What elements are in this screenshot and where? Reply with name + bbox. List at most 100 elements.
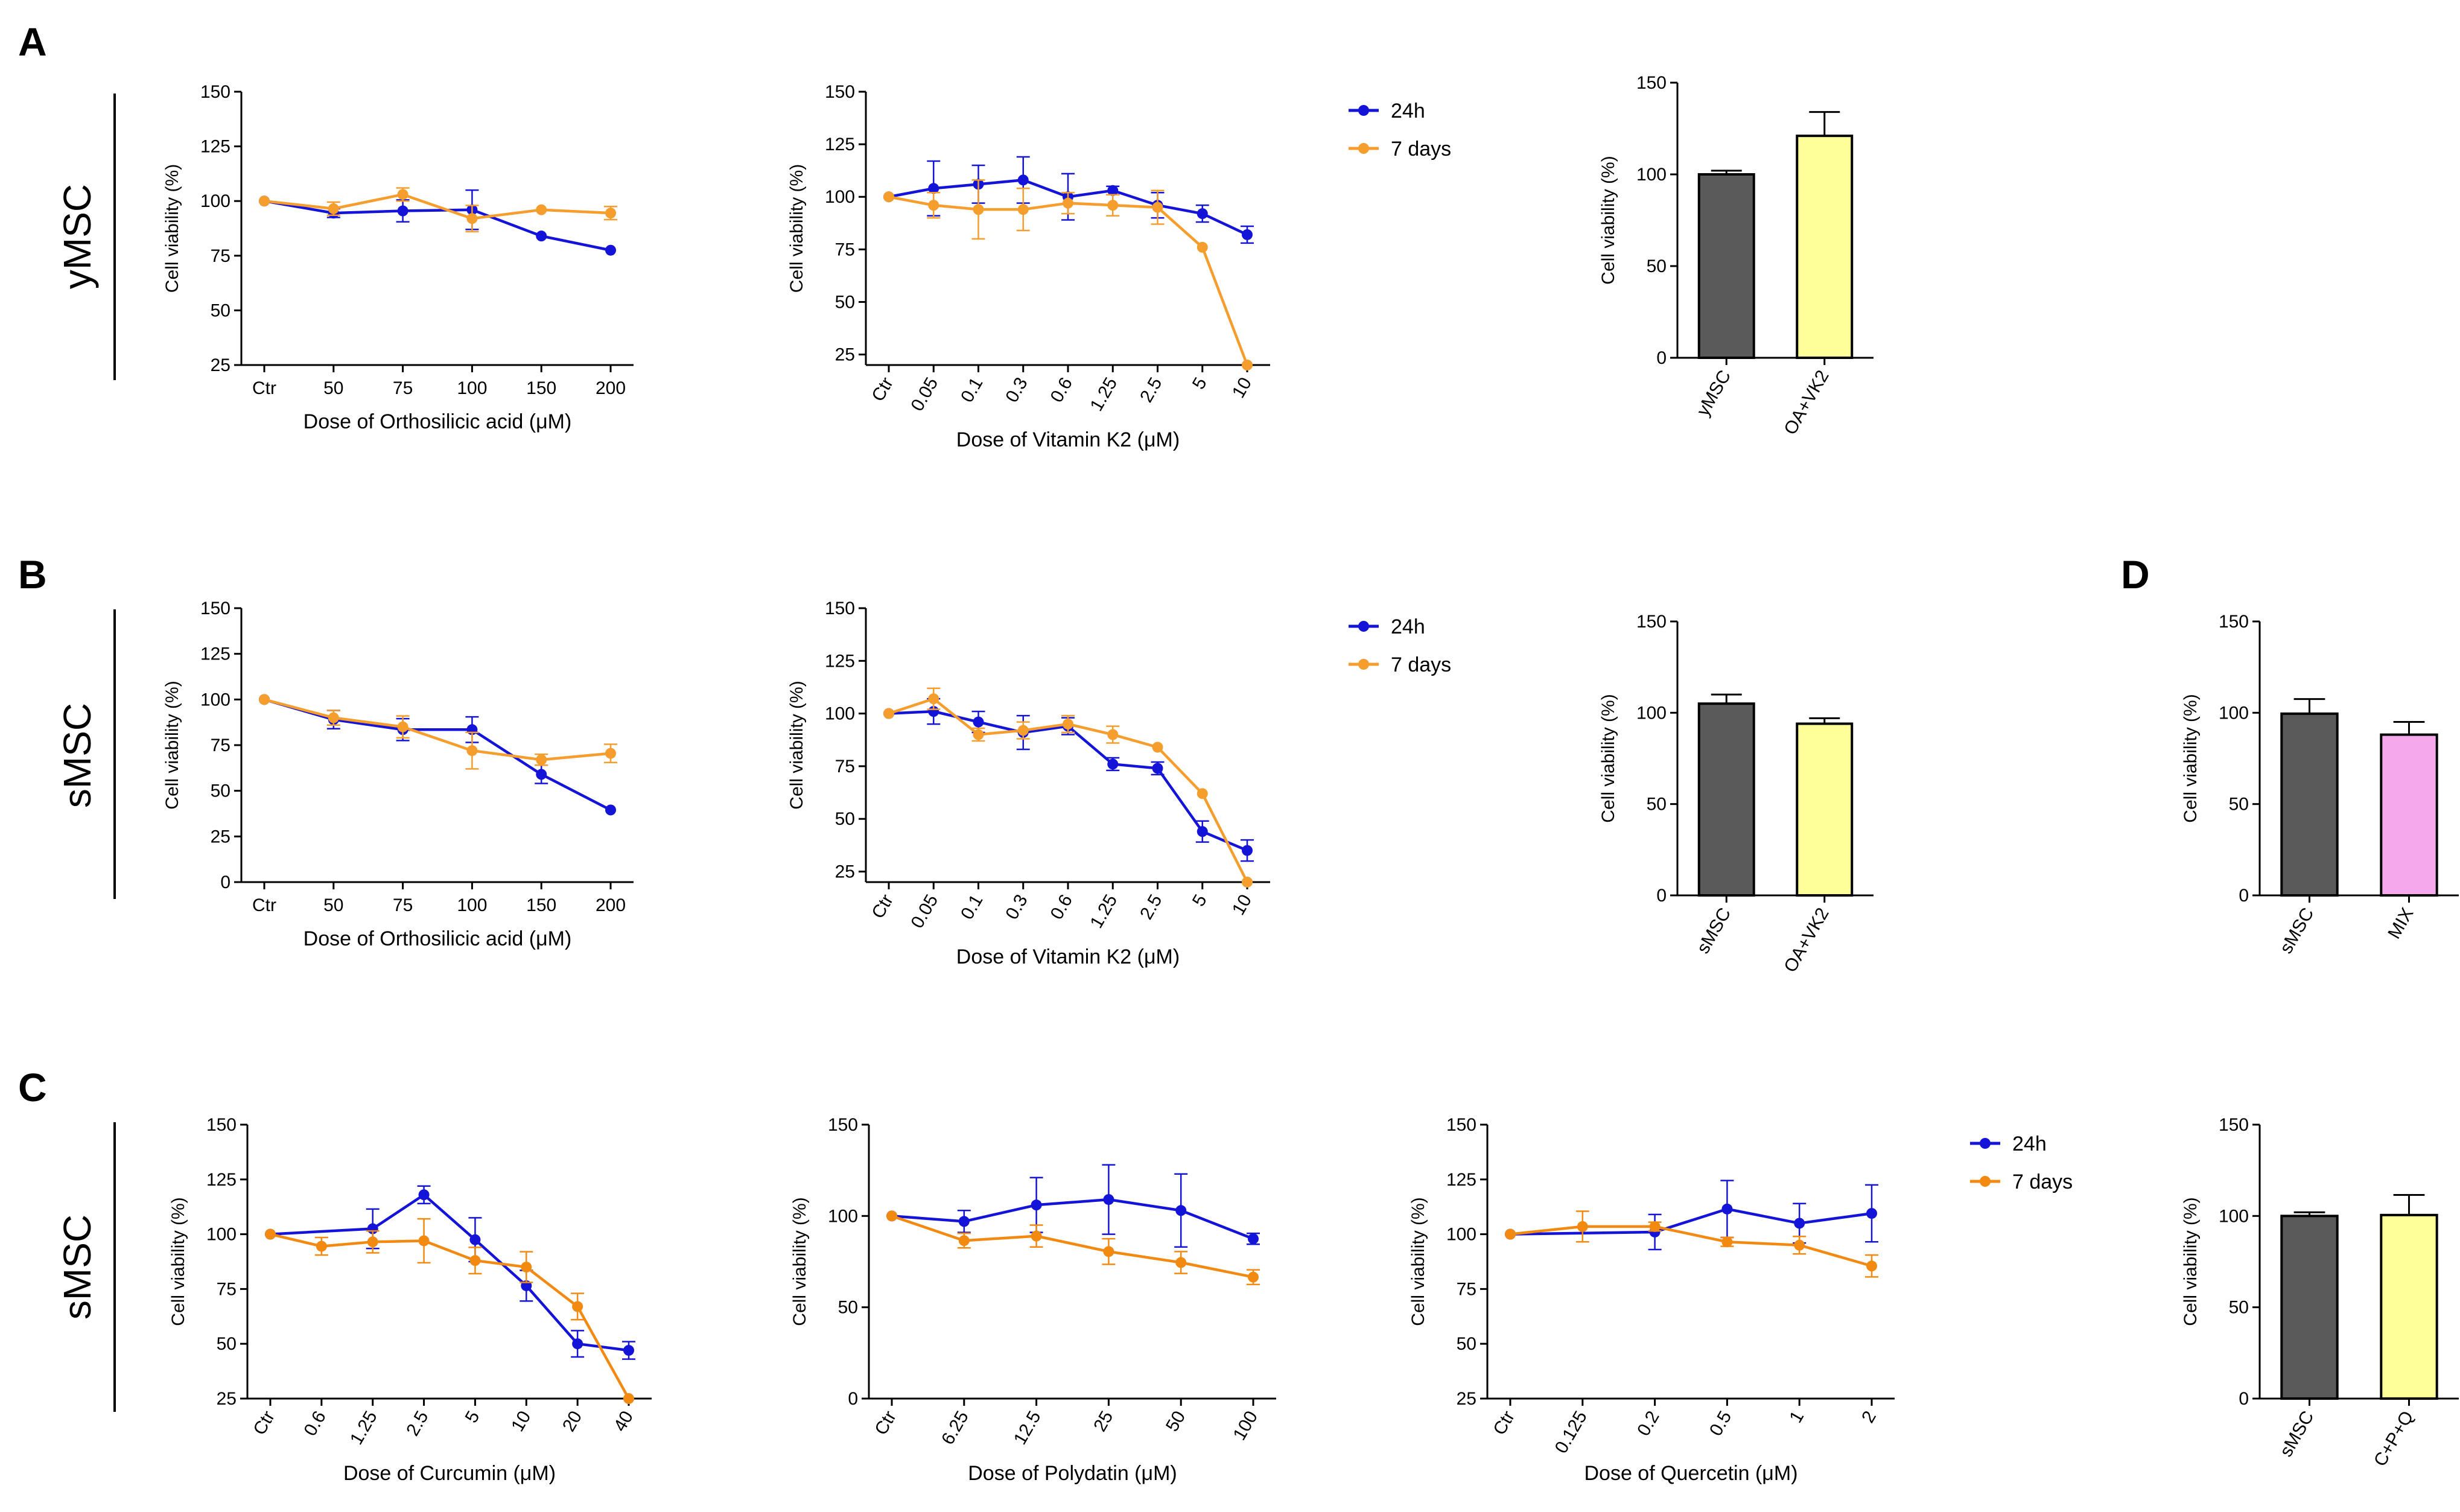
y-tick-label: 50 xyxy=(1647,256,1667,276)
y-tick-label: 150 xyxy=(825,82,855,102)
y-axis-title: Cell viability (%) xyxy=(1408,1197,1428,1326)
x-tick-label: 50 xyxy=(323,378,343,398)
x-tick-label: OA+VK2 xyxy=(1780,904,1832,976)
y-tick-label: 100 xyxy=(828,1206,858,1226)
data-point xyxy=(1794,1218,1805,1229)
panel-letter-c: C xyxy=(18,1065,47,1110)
data-point xyxy=(469,1234,481,1245)
y-tick-label: 125 xyxy=(200,137,230,157)
data-point xyxy=(1103,1194,1114,1205)
chart-b-orthosilicic: 0 25 50 75 100 125 150 Cell viability (%) Ctr 50 7… xyxy=(162,599,634,950)
x-axis-title: Dose of Polydatin (μM) xyxy=(968,1462,1177,1485)
y-tick-label: 100 xyxy=(1446,1225,1476,1245)
row-label-a: yMSC xyxy=(56,184,99,289)
y-axis-title: Cell viability (%) xyxy=(168,1197,188,1326)
legend-24h-label: 24h xyxy=(1391,100,1425,122)
legend-7days-marker xyxy=(1980,1176,1991,1187)
data-point xyxy=(1242,229,1253,240)
y-tick-label: 150 xyxy=(1636,73,1667,93)
data-point xyxy=(466,213,478,224)
y-tick-label: 150 xyxy=(200,82,230,102)
chart-b-bar: 0 50 100 150 Cell viability (%) sMSC OA+VK2 xyxy=(1598,612,1874,976)
y-tick-label: 0 xyxy=(848,1389,858,1409)
y-axis-title: Cell viability (%) xyxy=(1598,694,1618,822)
x-tick-label: C+P+Q xyxy=(2370,1408,2418,1470)
data-point xyxy=(958,1235,970,1247)
data-point xyxy=(605,244,616,256)
data-point xyxy=(1107,200,1119,211)
panel-letter-d: D xyxy=(2121,552,2150,597)
y-tick-label: 25 xyxy=(835,345,855,365)
y-tick-label: 75 xyxy=(835,240,855,259)
x-tick-label: 0.3 xyxy=(1002,374,1031,406)
data-point xyxy=(1175,1205,1187,1216)
bar xyxy=(1796,722,1854,897)
y-tick-label: 50 xyxy=(211,300,230,320)
x-tick-label: Ctr xyxy=(871,1408,900,1438)
x-tick-label: 0.3 xyxy=(1002,891,1031,923)
data-point xyxy=(605,804,616,816)
bar xyxy=(1796,135,1854,359)
x-tick-label: 5 xyxy=(462,1408,484,1426)
x-tick-label: 1.25 xyxy=(346,1408,381,1448)
y-tick-label: 75 xyxy=(835,757,855,777)
y-axis-title: Cell viability (%) xyxy=(787,681,807,809)
chart-a-orthosilicic: 25 50 75 100 125 150 Cell viability (%) Ctr 50 75… xyxy=(162,82,634,433)
x-tick-label: sMSC xyxy=(2276,1408,2318,1460)
x-tick-label: 0.05 xyxy=(907,891,942,932)
x-tick-label: 1 xyxy=(1785,1408,1808,1426)
x-tick-label: 0.2 xyxy=(1633,1408,1663,1440)
data-point xyxy=(958,1216,970,1227)
y-axis-title: Cell viability (%) xyxy=(162,164,182,293)
x-tick-label: 0.5 xyxy=(1706,1408,1735,1440)
x-tick-label: 200 xyxy=(596,895,626,915)
data-point xyxy=(259,694,270,705)
data-point xyxy=(1866,1208,1877,1219)
data-point xyxy=(623,1345,634,1356)
y-tick-label: 125 xyxy=(1446,1170,1476,1190)
y-tick-label: 50 xyxy=(838,1298,858,1318)
legend-24h-label: 24h xyxy=(1391,615,1425,638)
data-point xyxy=(973,204,984,215)
data-point xyxy=(883,708,894,719)
x-tick-label: 0.1 xyxy=(957,891,987,923)
legend-row-a: 24h 7 days xyxy=(1349,100,1451,160)
panel-letter-b: B xyxy=(18,552,47,597)
data-point xyxy=(1152,742,1163,753)
data-point xyxy=(1017,725,1029,736)
y-axis-title: Cell viability (%) xyxy=(2181,694,2201,822)
bar xyxy=(2280,712,2339,897)
y-tick-label: 150 xyxy=(2219,612,2249,632)
data-point xyxy=(1242,877,1253,888)
x-tick-label: 150 xyxy=(526,895,556,915)
x-axis-title: Dose of Vitamin K2 (μM) xyxy=(956,428,1180,451)
y-tick-label: 0 xyxy=(2239,886,2249,906)
y-tick-label: 150 xyxy=(200,599,230,618)
panel-letter-a: A xyxy=(18,19,47,64)
series-line xyxy=(891,1198,1254,1240)
x-tick-label: 20 xyxy=(559,1408,586,1435)
x-axis-title: Dose of Vitamin K2 (μM) xyxy=(956,945,1180,968)
y-tick-label: 0 xyxy=(2239,1389,2249,1409)
y-tick-label: 0 xyxy=(1656,886,1667,906)
data-point xyxy=(1242,360,1253,370)
data-point xyxy=(259,195,270,207)
x-tick-label: MIX xyxy=(2384,904,2417,942)
y-tick-label: 150 xyxy=(206,1115,237,1135)
x-tick-label: 50 xyxy=(323,895,343,915)
y-axis-title: Cell viability (%) xyxy=(2181,1197,2201,1326)
legend-7days-marker xyxy=(1358,143,1369,154)
data-point xyxy=(1505,1228,1516,1240)
y-tick-label: 50 xyxy=(217,1334,237,1354)
y-tick-label: 150 xyxy=(2219,1115,2249,1135)
bar xyxy=(2280,1215,2339,1400)
x-tick-label: 0.6 xyxy=(1047,374,1076,406)
y-axis-title: Cell viability (%) xyxy=(787,164,807,293)
data-point xyxy=(1103,1246,1114,1257)
y-tick-label: 125 xyxy=(200,644,230,664)
data-point xyxy=(1175,1257,1187,1268)
data-point xyxy=(1063,197,1073,209)
bar xyxy=(1697,173,1755,359)
y-tick-label: 50 xyxy=(2229,795,2249,815)
data-point xyxy=(1577,1221,1588,1232)
